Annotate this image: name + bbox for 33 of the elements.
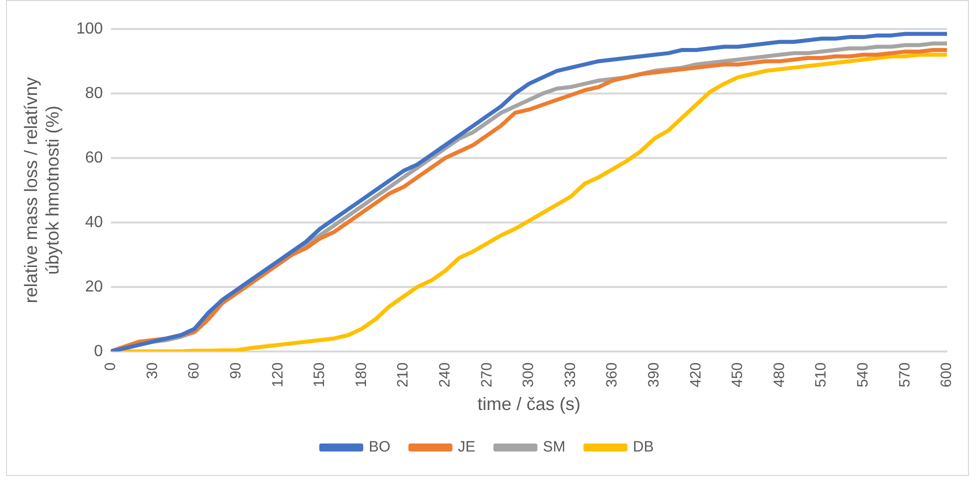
- x-tick-label: 540: [854, 362, 872, 388]
- y-tick-label: 100: [76, 20, 103, 38]
- legend-label: SM: [542, 438, 566, 456]
- x-tick-label: 450: [729, 362, 746, 388]
- y-axis-title: relative mass loss / relatívny úbytok hmotnosti (%): [20, 77, 62, 304]
- x-tick-label: 90: [227, 362, 244, 380]
- x-tick-label: 150: [311, 362, 328, 388]
- y-tick-label: 60: [85, 149, 103, 166]
- x-tick-label: 240: [436, 362, 454, 388]
- x-tick-label: 570: [896, 362, 914, 388]
- x-axis-title: time / čas (s): [477, 394, 580, 414]
- x-tick-label: 480: [770, 362, 788, 388]
- x-tick-label: 390: [646, 362, 663, 388]
- y-tick-label: 80: [85, 84, 103, 102]
- x-tick-label: 60: [186, 362, 203, 380]
- x-tick-label: 270: [478, 362, 496, 388]
- y-tick-label: 40: [85, 214, 103, 231]
- x-tick-label: 510: [812, 362, 830, 388]
- x-tick-label: 360: [604, 362, 621, 388]
- legend-label: BO: [368, 438, 390, 456]
- legend-label: JE: [458, 438, 476, 456]
- y-tick-label: 0: [94, 342, 103, 360]
- legend-label: DB: [632, 438, 654, 456]
- x-tick-label: 210: [394, 362, 412, 388]
- y-tick-label: 20: [85, 278, 103, 296]
- x-tick-label: 420: [687, 362, 704, 388]
- x-tick-label: 300: [520, 362, 538, 388]
- x-tick-label: 120: [269, 362, 286, 388]
- x-tick-label: 600: [938, 362, 956, 388]
- x-tick-label: 30: [144, 362, 161, 380]
- x-tick-label: 180: [352, 362, 370, 388]
- x-tick-label: 330: [562, 362, 579, 388]
- x-tick-label: 0: [102, 362, 120, 371]
